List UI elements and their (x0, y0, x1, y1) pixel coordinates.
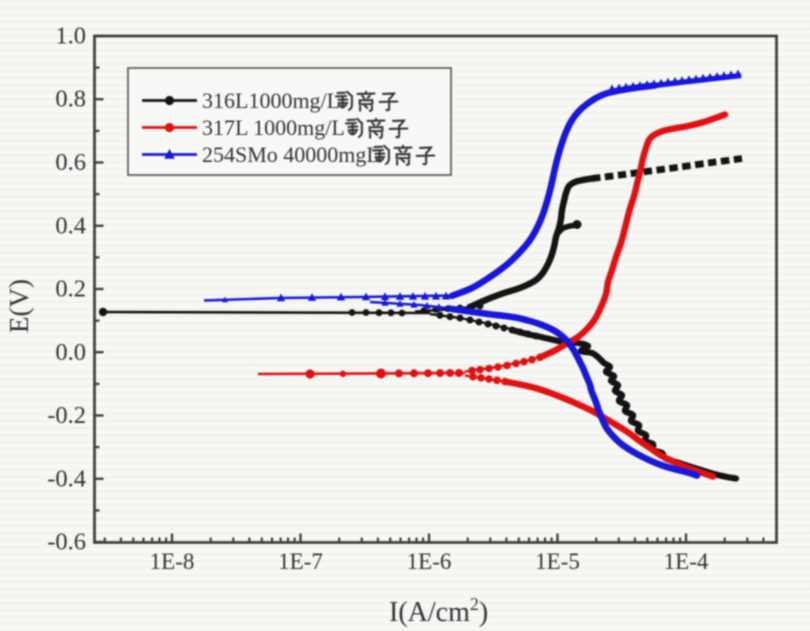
svg-text:-0.6: -0.6 (47, 529, 86, 556)
svg-text:1.0: 1.0 (55, 23, 86, 50)
svg-text:0.4: 0.4 (55, 212, 86, 239)
svg-text:-0.2: -0.2 (47, 402, 86, 429)
svg-text:317L 1000mg/L: 317L 1000mg/L (202, 115, 345, 140)
svg-text:0.0: 0.0 (55, 339, 86, 366)
svg-text:1E-5: 1E-5 (535, 549, 580, 574)
svg-text:254SMo 40000mgL: 254SMo 40000mgL (202, 142, 380, 167)
svg-text:316L1000mg/L: 316L1000mg/L (202, 88, 340, 113)
svg-text:E(V): E(V) (4, 279, 34, 333)
svg-text:0.6: 0.6 (55, 149, 86, 176)
svg-text:0.8: 0.8 (55, 86, 86, 113)
svg-text:1E-6: 1E-6 (407, 549, 452, 574)
svg-text:1E-7: 1E-7 (278, 549, 323, 574)
svg-text:-0.4: -0.4 (47, 465, 86, 492)
svg-text:0.2: 0.2 (55, 276, 86, 303)
svg-text:1E-4: 1E-4 (664, 549, 709, 574)
svg-text:1E-8: 1E-8 (150, 549, 195, 574)
svg-text:I(A/cm2): I(A/cm2) (389, 594, 488, 628)
